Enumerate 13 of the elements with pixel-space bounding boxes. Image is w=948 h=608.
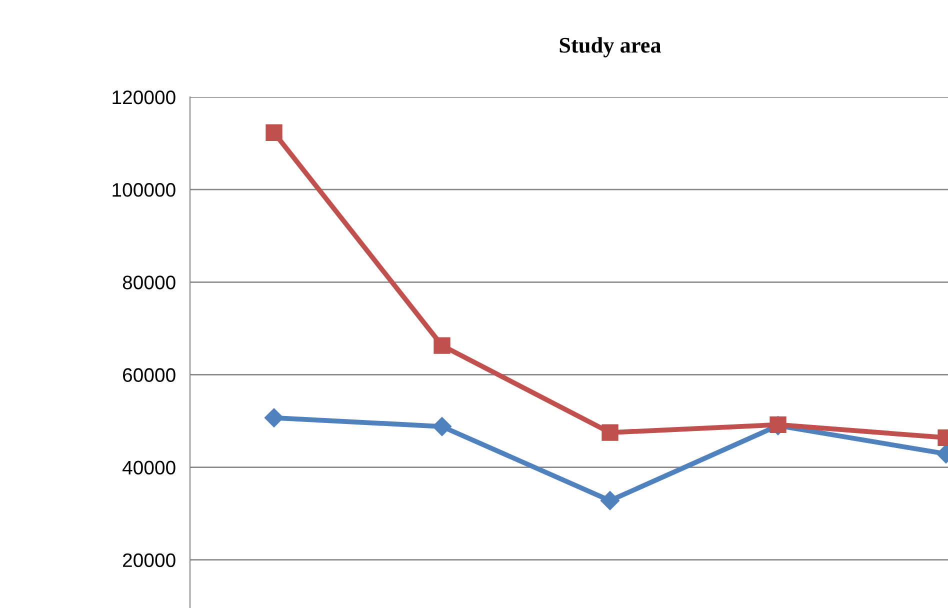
point (264, 408, 284, 428)
point (434, 337, 450, 354)
chart-title: Study area (560, 37, 662, 58)
y-tick-label: 80000 (122, 276, 176, 290)
point (432, 417, 452, 436)
y-tick-label: 100000 (112, 183, 176, 197)
y-tick-label: 40000 (122, 460, 176, 475)
y-tick-label: 60000 (123, 368, 176, 382)
y-tick-label: 120000 (112, 90, 176, 104)
point (266, 124, 282, 141)
point (600, 491, 620, 510)
y-tick-label: 20000 (123, 553, 176, 568)
point (602, 424, 618, 441)
